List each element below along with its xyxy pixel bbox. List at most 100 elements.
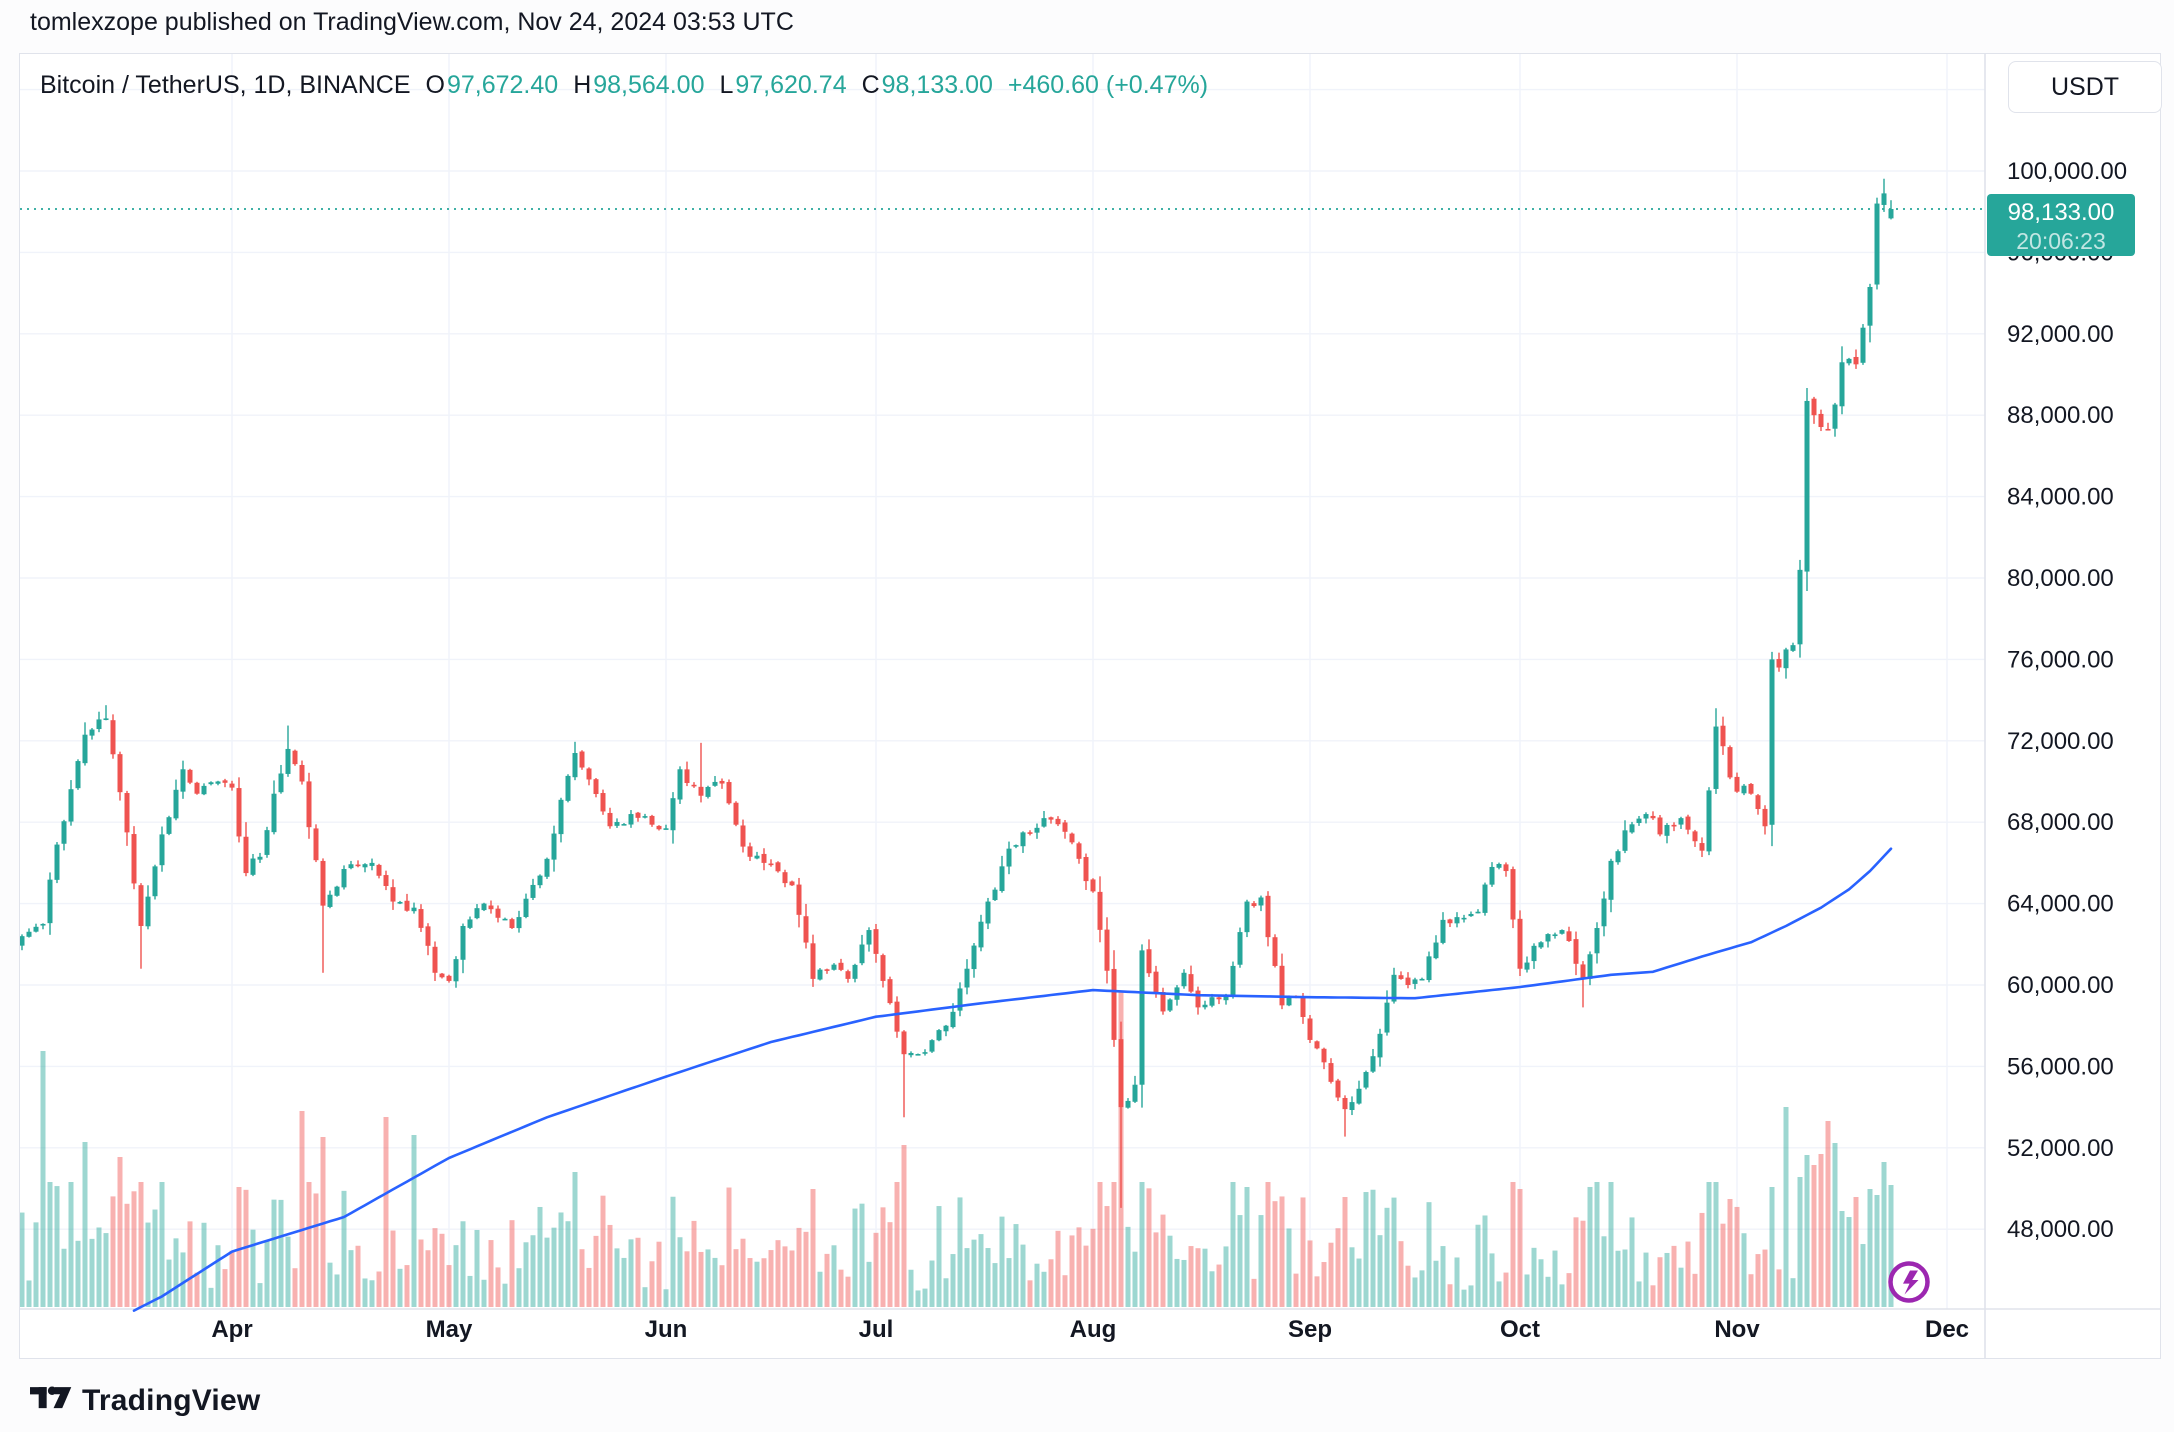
- volume-bar: [446, 1265, 452, 1307]
- x-axis-label[interactable]: Jun: [645, 1316, 688, 1343]
- x-axis-label[interactable]: Oct: [1500, 1316, 1540, 1343]
- volume-bar: [579, 1249, 585, 1307]
- volume-bar: [75, 1240, 81, 1307]
- candle-body: [1139, 950, 1145, 1085]
- boost-lightning-icon[interactable]: [1886, 1259, 1932, 1305]
- volume-bar: [33, 1222, 39, 1307]
- x-axis-label[interactable]: Aug: [1070, 1316, 1117, 1343]
- volume-bar: [509, 1220, 515, 1307]
- candle-body: [1090, 879, 1096, 892]
- volume-bar: [278, 1199, 284, 1307]
- x-axis-label[interactable]: May: [426, 1316, 473, 1343]
- price-axis-label[interactable]: 56,000.00: [2007, 1053, 2114, 1080]
- candle-body: [1076, 843, 1082, 859]
- candle-body: [964, 968, 970, 988]
- volume-bar: [1216, 1264, 1222, 1307]
- volume-bar: [1104, 1206, 1110, 1307]
- price-axis-label[interactable]: 60,000.00: [2007, 972, 2114, 999]
- x-axis-label[interactable]: Nov: [1714, 1316, 1760, 1343]
- candle-body: [1699, 843, 1705, 851]
- candle-body: [1335, 1080, 1341, 1098]
- volume-bar: [523, 1242, 529, 1307]
- x-axis-label[interactable]: Sep: [1288, 1316, 1332, 1343]
- candle-body: [642, 816, 648, 818]
- candle-body: [1419, 978, 1425, 981]
- price-axis-label[interactable]: 80,000.00: [2007, 565, 2114, 592]
- candle-body: [705, 786, 711, 797]
- volume-bar: [82, 1142, 88, 1307]
- candle-body: [1237, 932, 1243, 965]
- candle-body: [138, 885, 144, 926]
- volume-bar: [719, 1265, 725, 1307]
- volume-bar: [1125, 1226, 1131, 1307]
- candle-body: [761, 853, 767, 863]
- volume-bar: [586, 1267, 592, 1307]
- volume-bar: [1685, 1241, 1691, 1307]
- volume-bar: [1517, 1189, 1523, 1307]
- candle-body: [936, 1030, 942, 1041]
- bar-countdown: 20:06:23: [2016, 228, 2106, 254]
- volume-bar: [1699, 1212, 1705, 1307]
- currency-toggle-button[interactable]: USDT: [2008, 61, 2162, 113]
- price-chart[interactable]: AprMayJunJulAugSepOctNovDec100,000.0096,…: [20, 54, 2160, 1358]
- volume-bar: [810, 1189, 816, 1307]
- volume-bar: [978, 1234, 984, 1307]
- candle-body: [894, 1001, 900, 1032]
- candle-body: [488, 905, 494, 910]
- volume-bar: [747, 1258, 753, 1307]
- candle-body: [1314, 1041, 1320, 1049]
- candle-body: [453, 959, 459, 982]
- price-axis-label[interactable]: 72,000.00: [2007, 728, 2114, 755]
- candle-body: [1657, 817, 1663, 835]
- volume-bar: [1307, 1240, 1313, 1307]
- candle-body: [495, 908, 501, 918]
- x-axis-label[interactable]: Jul: [859, 1316, 894, 1343]
- candle-body: [628, 814, 634, 825]
- price-axis-label[interactable]: 84,000.00: [2007, 484, 2114, 511]
- price-axis-label[interactable]: 52,000.00: [2007, 1135, 2114, 1162]
- volume-bar: [460, 1221, 466, 1307]
- price-axis-label[interactable]: 48,000.00: [2007, 1216, 2114, 1243]
- candle-body: [1160, 992, 1166, 1012]
- last-price-badge[interactable]: 98,133.00 20:06:23: [1987, 194, 2135, 256]
- candle-body: [789, 881, 795, 886]
- volume-bar: [1447, 1284, 1453, 1307]
- candle-body: [817, 969, 823, 980]
- candle-body: [1748, 783, 1754, 794]
- volume-bar: [1615, 1250, 1621, 1307]
- candle-body: [299, 764, 305, 782]
- price-axis-label[interactable]: 92,000.00: [2007, 321, 2114, 348]
- footer-brand[interactable]: TradingView: [30, 1382, 260, 1419]
- volume-bar: [306, 1182, 312, 1307]
- volume-bar: [292, 1268, 298, 1307]
- candle-body: [1643, 814, 1649, 819]
- volume-bar: [467, 1275, 473, 1307]
- price-axis-label[interactable]: 68,000.00: [2007, 809, 2114, 836]
- candle-body: [117, 754, 123, 793]
- price-axis-label[interactable]: 100,000.00: [2007, 158, 2127, 185]
- price-axis-label[interactable]: 88,000.00: [2007, 402, 2114, 429]
- volume-bar: [817, 1271, 823, 1307]
- volume-bar: [1265, 1182, 1271, 1307]
- volume-bar: [1272, 1201, 1278, 1307]
- candle-body: [999, 866, 1005, 892]
- candle-body: [1153, 971, 1159, 992]
- price-axis-label[interactable]: 76,000.00: [2007, 646, 2114, 673]
- candle-body: [782, 872, 788, 884]
- volume-bar: [145, 1222, 151, 1307]
- x-axis-label[interactable]: Dec: [1925, 1316, 1969, 1343]
- candle-body: [1755, 795, 1761, 810]
- candle-body: [1615, 851, 1621, 863]
- volume-bar: [1587, 1186, 1593, 1307]
- price-axis-label[interactable]: 64,000.00: [2007, 891, 2114, 918]
- candle-body: [1727, 747, 1733, 778]
- volume-bar: [1160, 1214, 1166, 1307]
- volume-bar: [355, 1245, 361, 1307]
- x-axis-label[interactable]: Apr: [211, 1316, 252, 1343]
- volume-bar: [1370, 1189, 1376, 1307]
- volume-bar: [418, 1239, 424, 1307]
- candle-body: [537, 875, 543, 886]
- tradingview-logo-text: TradingView: [82, 1383, 261, 1417]
- chart-panel[interactable]: AprMayJunJulAugSepOctNovDec100,000.0096,…: [19, 53, 2162, 1359]
- volume-bar: [1202, 1248, 1208, 1307]
